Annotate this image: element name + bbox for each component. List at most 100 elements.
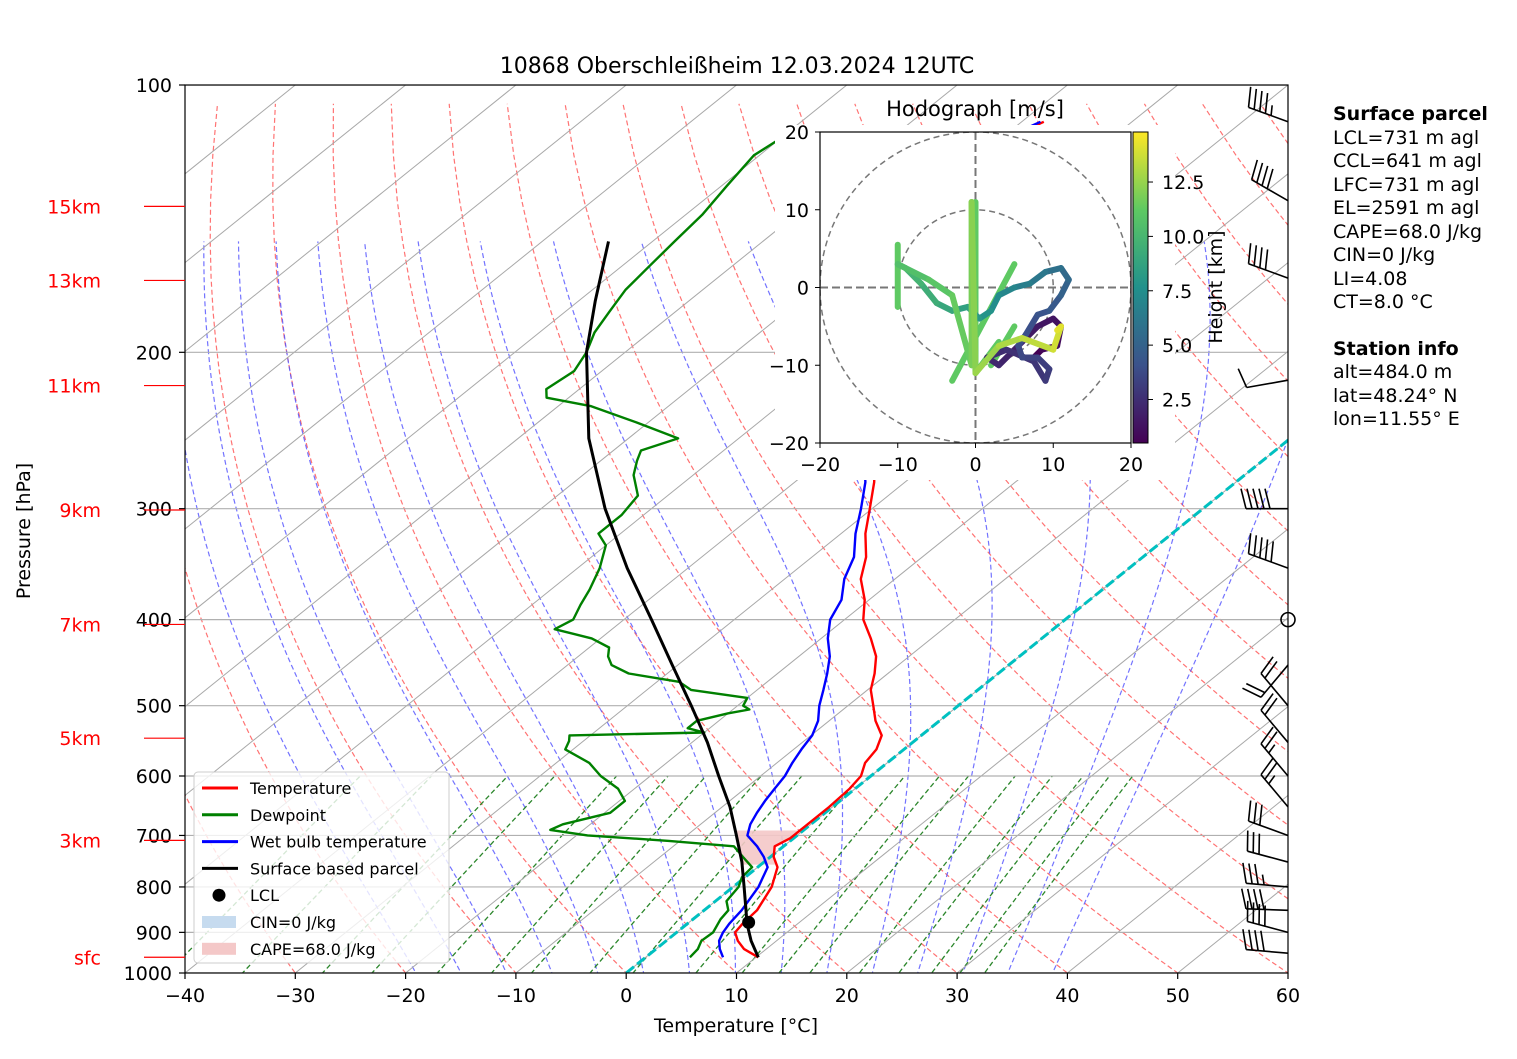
barb-flag (1246, 488, 1253, 509)
colorbar-tick-label: 5.0 (1162, 335, 1192, 357)
wind-barb (1242, 664, 1289, 698)
isotherm (294, 173, 1288, 973)
barb-flag (1254, 863, 1259, 885)
x-tick-label: 50 (1166, 985, 1190, 1007)
wind-barb (1260, 693, 1289, 743)
isotherm (185, 85, 406, 264)
x-tick-label: 30 (945, 985, 969, 1007)
wind-barb (1260, 757, 1289, 808)
hodograph-plot (820, 132, 1131, 443)
legend-label: Dewpoint (250, 806, 326, 825)
barb-flag (1245, 682, 1266, 694)
isotherm (1067, 794, 1288, 973)
surface-parcel-heading: Surface parcel (1333, 103, 1488, 125)
barb-staff (1251, 179, 1289, 202)
barb-flag (1242, 929, 1247, 950)
dry-adiabat (970, 103, 1288, 532)
barb-half-flag (1261, 874, 1265, 885)
mixing-ratio-line (983, 775, 1134, 973)
wind-barb (1242, 929, 1289, 955)
barb-flag (1240, 888, 1247, 910)
barb-staff (1248, 820, 1289, 837)
series-dewpoint (545, 137, 781, 959)
x-tick-label: 0 (620, 985, 632, 1007)
hodograph-trace (894, 261, 932, 283)
hodograph: Hodograph [m/s] −20−20 −10 −10 0 0 10 10 20 20 2.5… (769, 97, 1227, 480)
surface-parcel-el: EL=2591 m agl (1333, 197, 1480, 219)
barb-flag (1264, 660, 1278, 679)
hodograph-y-tick-label: −10 (769, 355, 809, 377)
wind-barb (1237, 368, 1289, 389)
y-tick-label: 100 (136, 75, 172, 97)
barb-flag (1259, 247, 1263, 268)
barb-half-flag (1268, 775, 1276, 785)
y-tick-label: 900 (136, 922, 172, 944)
station-lon: lon=11.55° E (1333, 408, 1460, 430)
barb-staff (1245, 908, 1289, 912)
isotherm (956, 705, 1288, 973)
moist-adiabat (552, 241, 786, 973)
wind-barb (1242, 862, 1289, 888)
wind-barb (1250, 159, 1289, 202)
height-tick-label: 15km (47, 196, 101, 218)
freezing-line (625, 438, 1288, 973)
barb-flag (1258, 488, 1265, 509)
dry-adiabat (564, 103, 1179, 973)
hodograph-trace (1054, 323, 1065, 334)
hodograph-trace (972, 342, 1002, 377)
mixing-ratio-line (371, 775, 556, 973)
mixing-ratio-line (321, 775, 509, 973)
colorbar-label: Height [km] (1205, 230, 1227, 343)
barb-flag (1247, 243, 1252, 264)
hodograph-trace (918, 280, 940, 307)
mixing-ratio-line (741, 775, 906, 973)
hodograph-segment (949, 261, 1018, 384)
hodograph-trace (995, 335, 1026, 349)
barb-flag (1253, 535, 1258, 556)
hodograph-y-tick-label: 20 (785, 122, 809, 144)
y-tick-label: 800 (136, 877, 172, 899)
barb-staff (1246, 882, 1289, 888)
barb-flag (1242, 862, 1247, 884)
legend-swatch (202, 942, 236, 955)
barb-flag (1258, 889, 1265, 910)
chart-title: 10868 Oberschleißheim 12.03.2024 12UTC (500, 54, 975, 79)
barb-flag (1237, 368, 1248, 388)
wind-barb (1260, 726, 1289, 777)
info-panel: Surface parcel LCL=731 m agl CCL=641 m a… (1333, 103, 1488, 432)
barb-flag (1247, 86, 1252, 108)
legend-label: LCL (250, 886, 279, 905)
barb-flag (1260, 930, 1265, 952)
surface-parcel-cin: CIN=0 J/kg (1333, 244, 1436, 266)
legend-label: Surface based parcel (250, 859, 419, 878)
y-tick-label: 600 (136, 766, 172, 788)
mixing-ratio-line (959, 775, 1111, 973)
y-tick-label: 500 (136, 696, 172, 718)
height-tick-label: sfc (74, 947, 101, 969)
legend-box (193, 771, 450, 964)
barb-flag (1264, 539, 1269, 561)
barb-flag (1259, 537, 1263, 558)
surface-parcel-li: LI=4.08 (1333, 267, 1408, 290)
barb-flag (1259, 90, 1263, 112)
barb-staff (1260, 672, 1289, 707)
wind-barb (1246, 830, 1289, 863)
barb-flag (1252, 888, 1259, 910)
wind-barb (1247, 243, 1289, 279)
surface-parcel-ct: CT=8.0 °C (1333, 291, 1433, 313)
mixing-ratio-line (695, 775, 862, 973)
surface-parcel-lfc: LFC=731 m agl (1333, 173, 1480, 196)
mixing-ratio-line (778, 775, 941, 973)
y-tick-label: 1000 (124, 963, 172, 985)
dry-adiabat (448, 103, 959, 973)
legend-label: Temperature (249, 779, 351, 798)
barb-flag (1261, 165, 1269, 186)
isotherm (185, 85, 848, 619)
series-surface-based-parcel (585, 241, 760, 958)
barb-staff (1260, 743, 1289, 777)
barb-flag (1264, 697, 1278, 716)
isotherm (185, 85, 737, 530)
hodograph-y-tick-label: 10 (785, 200, 809, 222)
hodograph-trace (1019, 335, 1057, 353)
mixing-ratio-line (490, 775, 669, 973)
